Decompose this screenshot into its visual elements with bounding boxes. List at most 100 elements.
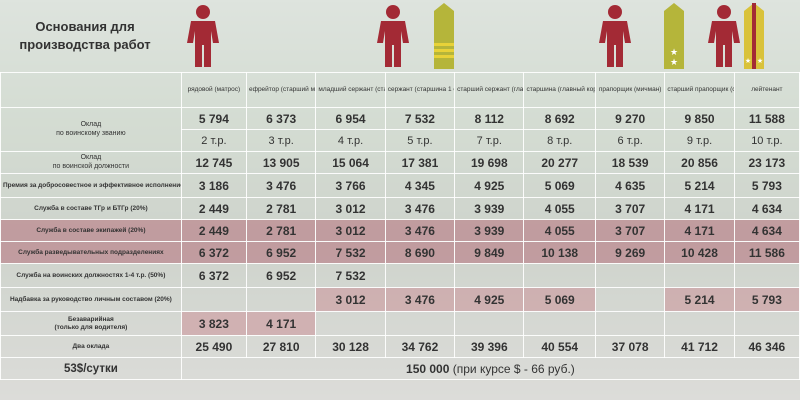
table-cell — [384, 263, 456, 288]
table-cell: 7 532 — [315, 263, 386, 288]
table-cell: 5 214 — [664, 287, 735, 312]
rank-name: сержант (старшина 1 статьи) — [384, 72, 456, 108]
per-day-label: 53$/сутки — [0, 357, 182, 380]
table-cell: 5 т.р. — [384, 129, 456, 152]
row-label: Служба в составе ТГр и БТГр (20%) — [0, 197, 182, 220]
table-cell: 4 635 — [594, 173, 666, 198]
table-cell: 17 381 — [384, 151, 456, 174]
table-cell: 5 793 — [733, 287, 800, 312]
table-cell: 7 532 — [384, 107, 456, 130]
table-cell — [594, 311, 666, 336]
table-cell: 3 т.р. — [245, 129, 317, 152]
rank-name: лейтенант — [733, 72, 800, 108]
table-cell — [180, 287, 247, 312]
soldier-icon — [700, 0, 748, 72]
military-positions-row: Служба на воинских должностях 1-4 т.р. (… — [0, 263, 800, 288]
row-label: Надбавка за руководство личным составом … — [0, 287, 182, 312]
table-cell: 4 925 — [454, 287, 525, 312]
table-cell — [594, 287, 666, 312]
soldier-icon — [584, 0, 646, 72]
tank-service-row: Служба в составе ТГр и БТГр (20%) 2 449 … — [0, 197, 800, 220]
table-cell: 8 692 — [523, 107, 596, 130]
row-label: Два оклада — [0, 335, 182, 358]
total-amount: 150 000 (при курсе $ - 66 руб.) — [180, 357, 800, 380]
rank-name: прапорщик (мичман) — [594, 72, 666, 108]
table-cell: 39 396 — [454, 335, 525, 358]
table-cell: 8 т.р. — [523, 129, 596, 152]
table-cell: 4 171 — [245, 311, 317, 336]
table-cell: 9 850 — [664, 107, 735, 130]
table-cell: 34 762 — [384, 335, 456, 358]
table-cell: 7 532 — [315, 241, 386, 264]
row-label: Служба в составе экипажей (20%) — [0, 219, 182, 242]
table-cell: 6 372 — [180, 241, 247, 264]
row-label: Оклад по воинскому званию — [0, 107, 182, 152]
table-cell: 6 952 — [245, 263, 317, 288]
rank-name: старший прапорщик (старший мичман) — [664, 72, 735, 108]
rank-name: ефрейтор (старший матрос) — [245, 72, 317, 108]
table-cell: 4 055 — [523, 219, 596, 242]
table-cell: 4 634 — [733, 219, 800, 242]
table-cell: 46 346 — [733, 335, 800, 358]
table-cell: 4 171 — [664, 219, 735, 242]
table-cell — [384, 311, 456, 336]
shoulder-strap-icon — [424, 0, 464, 72]
table-cell: 20 277 — [523, 151, 596, 174]
corner-cell — [0, 72, 182, 108]
table-cell: 27 810 — [245, 335, 317, 358]
table-cell — [664, 311, 735, 336]
table-cell: 3 823 — [180, 311, 247, 336]
table-cell: 5 214 — [664, 173, 735, 198]
table-cell: 41 712 — [664, 335, 735, 358]
row-label: Служба разведывательных подразделениях — [0, 241, 182, 264]
table-cell: 9 т.р. — [664, 129, 735, 152]
table-cell: 3 186 — [180, 173, 247, 198]
table-cell: 19 698 — [454, 151, 525, 174]
table-cell — [454, 311, 525, 336]
table-cell: 9 270 — [594, 107, 666, 130]
shoulder-strap-star-icon: ★ ★ — [654, 0, 694, 72]
table-cell: 6 954 — [315, 107, 386, 130]
table-cell: 40 554 — [523, 335, 596, 358]
table-cell: 8 690 — [384, 241, 456, 264]
salary-table: рядовой (матрос) ефрейтор (старший матро… — [0, 72, 800, 380]
table-cell: 12 745 — [180, 151, 247, 174]
table-cell: 4 055 — [523, 197, 596, 220]
table-cell: 3 476 — [384, 287, 456, 312]
table-cell: 8 112 — [454, 107, 525, 130]
table-cell: 3 766 — [315, 173, 386, 198]
table-cell: 2 449 — [180, 197, 247, 220]
table-cell — [733, 311, 800, 336]
table-cell: 20 856 — [664, 151, 735, 174]
svg-text:★: ★ — [745, 57, 751, 65]
table-cell: 4 925 — [454, 173, 525, 198]
row-label: Премия за добросовестное и эффективное и… — [0, 173, 182, 198]
table-cell: 6 373 — [245, 107, 317, 130]
recon-service-row: Служба разведывательных подразделениях 6… — [0, 241, 800, 264]
row-label: Оклад по воинской должности — [0, 151, 182, 174]
table-cell: 5 069 — [523, 287, 596, 312]
double-salary-row: Два оклада 25 490 27 810 30 128 34 762 3… — [0, 335, 800, 358]
table-cell: 11 588 — [733, 107, 800, 130]
table-cell: 3 939 — [454, 219, 525, 242]
table-cell — [315, 311, 386, 336]
rank-name: старшина (главный корабельный старшина) — [523, 72, 596, 108]
table-cell: 5 069 — [523, 173, 596, 198]
table-cell: 4 т.р. — [315, 129, 386, 152]
row-label: Безаварийная (только для водителя) — [0, 311, 182, 336]
rank-name: рядовой (матрос) — [180, 72, 247, 108]
table-cell: 4 171 — [664, 197, 735, 220]
table-cell — [664, 263, 735, 288]
table-cell: 3 707 — [594, 219, 666, 242]
table-cell: 6 т.р. — [594, 129, 666, 152]
table-cell: 13 905 — [245, 151, 317, 174]
table-cell: 3 012 — [315, 219, 386, 242]
table-cell: 37 078 — [594, 335, 666, 358]
table-cell: 7 т.р. — [454, 129, 525, 152]
table-cell: 23 173 — [733, 151, 800, 174]
shoulder-strap-stars-icon: ★ ★ — [738, 0, 770, 72]
footer-row: 53$/сутки 150 000 (при курсе $ - 66 руб.… — [0, 357, 800, 380]
table-cell: 2 т.р. — [180, 129, 247, 152]
table-cell: 3 707 — [594, 197, 666, 220]
rank-name: младший сержант (старшина 2 статьи) — [315, 72, 386, 108]
